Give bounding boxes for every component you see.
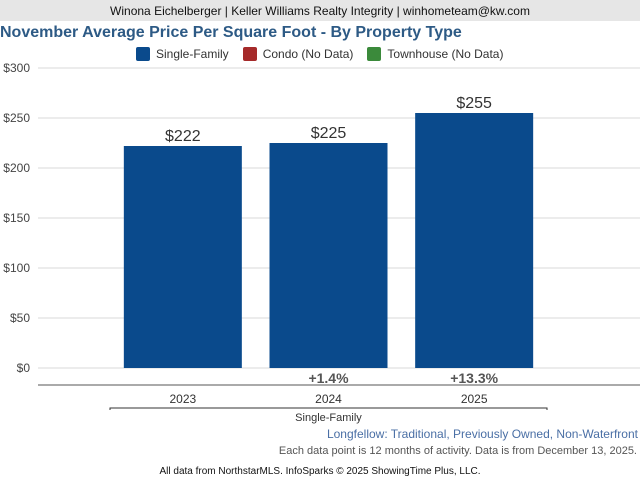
legend-swatch-single-family	[136, 47, 150, 61]
bar-value-label: $225	[311, 125, 347, 142]
x-tick-label: 2024	[315, 392, 342, 406]
legend-item-townhouse[interactable]: Townhouse (No Data)	[367, 47, 503, 61]
y-tick-label: $150	[3, 211, 30, 225]
legend-label-single-family: Single-Family	[156, 47, 229, 61]
y-tick-label: $200	[3, 161, 30, 175]
legend-swatch-townhouse	[367, 47, 382, 61]
x-tick-label: 2023	[169, 392, 196, 406]
y-tick-label: $0	[17, 361, 31, 375]
bar	[123, 146, 242, 368]
legend-label-townhouse: Townhouse (No Data)	[387, 47, 504, 61]
group-label: Single-Family	[295, 412, 362, 424]
change-label: +13.3%	[450, 370, 498, 386]
y-tick-label: $300	[3, 61, 30, 75]
contact-header: Winona Eichelberger | Keller Williams Re…	[0, 0, 640, 21]
legend-item-single-family[interactable]: Single-Family	[136, 47, 229, 61]
y-tick-label: $250	[3, 111, 30, 125]
chart-subtitle: Longfellow: Traditional, Previously Owne…	[326, 427, 638, 441]
footer: All data from NorthstarMLS. InfoSparks ©…	[0, 463, 640, 480]
legend-label-condo: Condo (No Data)	[262, 47, 354, 61]
contact-text: Winona Eichelberger | Keller Williams Re…	[110, 3, 530, 18]
x-tick-label: 2025	[461, 392, 488, 406]
y-tick-label: $50	[10, 311, 30, 325]
change-label: +1.4%	[308, 370, 349, 386]
legend-item-condo[interactable]: Condo (No Data)	[242, 47, 354, 61]
legend-swatch-condo	[242, 47, 257, 61]
group-bracket	[109, 407, 548, 410]
footer-text: All data from NorthstarMLS. InfoSparks ©…	[159, 466, 481, 477]
bar	[415, 113, 534, 368]
data-note: Each data point is 12 months of activity…	[278, 445, 637, 457]
bar-value-label: $222	[165, 128, 201, 145]
legend: Single-Family Condo (No Data) Townhouse …	[136, 45, 517, 63]
chart-title: November Average Price Per Square Foot -…	[0, 24, 462, 41]
bar-value-label: $255	[456, 95, 492, 112]
y-tick-label: $100	[3, 261, 30, 275]
bar	[269, 143, 388, 368]
